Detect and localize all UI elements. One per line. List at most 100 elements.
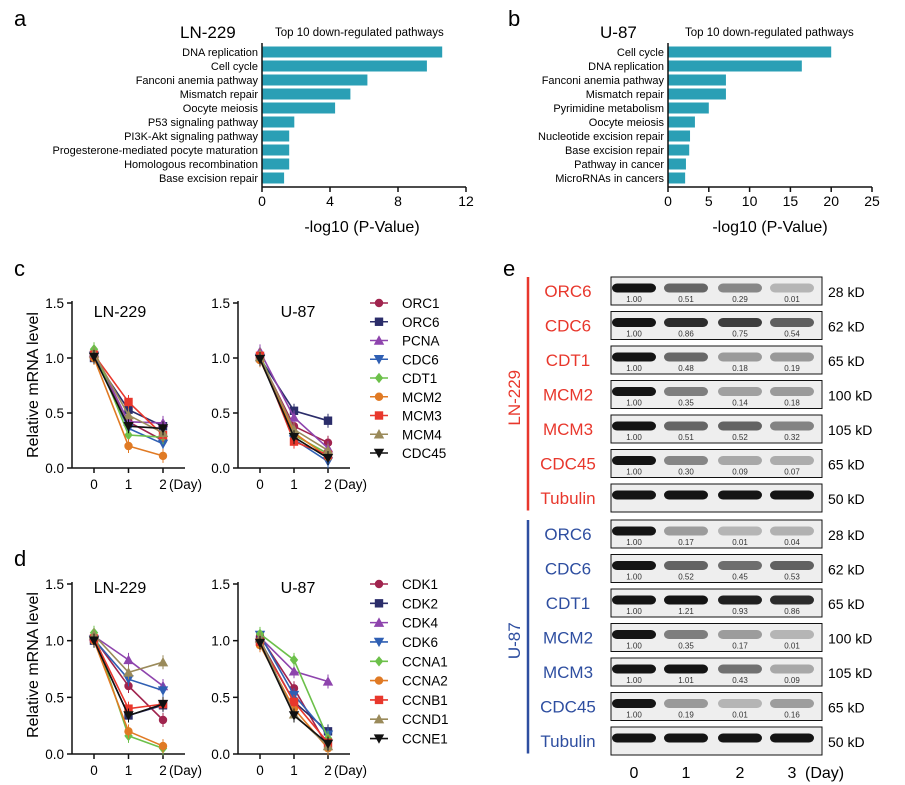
bar-b-nucleotide-excision-repair bbox=[668, 130, 691, 142]
data-point-c0-mcm4-1 bbox=[123, 410, 134, 420]
bar-a-homologous-recombination bbox=[262, 158, 290, 170]
chart-a-title: Top 10 down-regulated pathways bbox=[275, 27, 444, 39]
bar-a-progesterone-mediated-pocyte-maturation bbox=[262, 144, 290, 156]
size-label-u-87-orc6: 28 kD bbox=[828, 527, 865, 543]
bar-a-mismatch-repair bbox=[262, 88, 351, 100]
protein-label-u-87-cdc45: CDC45 bbox=[540, 698, 596, 717]
legend-label-d-cdk6: CDK6 bbox=[402, 635, 438, 650]
protein-label-ln-229-cdc6: CDC6 bbox=[545, 317, 591, 336]
data-point-c1-pcna-1 bbox=[288, 412, 300, 422]
quant-value-ln-229-mcm2-2: 0.14 bbox=[732, 399, 748, 408]
legend-label-d-ccnb1: CCNB1 bbox=[402, 693, 448, 708]
quant-value-ln-229-mcm2-1: 0.35 bbox=[678, 399, 694, 408]
bar-label-b-pyrimidine-metabolism: Pyrimidine metabolism bbox=[553, 103, 664, 115]
bar-b-dna-replication bbox=[668, 60, 802, 72]
band-u-87-mcm3-2 bbox=[718, 664, 762, 674]
band-u-87-mcm3-1 bbox=[664, 664, 708, 674]
bar-a-p53-signaling-pathway bbox=[262, 116, 295, 128]
band-u-87-mcm2-0 bbox=[612, 630, 656, 639]
data-point-c1-mcm4-2 bbox=[322, 445, 334, 455]
bar-b-base-excision-repair bbox=[668, 144, 690, 156]
quant-value-u-87-mcm3-3: 0.09 bbox=[784, 676, 800, 685]
band-ln-229-orc6-1 bbox=[664, 283, 708, 293]
legend-label-c-orc6: ORC6 bbox=[402, 315, 440, 330]
quant-value-ln-229-cdc45-1: 0.30 bbox=[678, 468, 694, 477]
data-point-d1-cdk4-2 bbox=[322, 676, 334, 686]
band-ln-229-orc6-3 bbox=[770, 283, 814, 293]
y-tick-label-c0-0.0: 0.0 bbox=[45, 461, 64, 476]
x-tick-label-d1-2: 2 bbox=[324, 763, 332, 778]
y-tick-label-d0-1.5: 1.5 bbox=[45, 577, 64, 592]
band-ln-229-cdt1-1 bbox=[664, 352, 708, 362]
band-ln-229-cdc45-3 bbox=[770, 456, 814, 465]
legend-label-c-pcna: PCNA bbox=[402, 334, 440, 349]
bar-b-pathway-in-cancer bbox=[668, 158, 686, 170]
legend-marker-c-cdc45 bbox=[373, 448, 385, 459]
legend-label-c-cdc45: CDC45 bbox=[402, 446, 446, 461]
y-tick-label-c1-0.0: 0.0 bbox=[211, 461, 230, 476]
chart-c-right-title: U-87 bbox=[281, 304, 316, 321]
quant-value-u-87-mcm2-1: 0.35 bbox=[678, 642, 694, 651]
band-ln-229-cdt1-2 bbox=[718, 352, 762, 362]
size-label-u-87-mcm3: 105 kD bbox=[828, 665, 872, 681]
y-tick-label-d1-0.5: 0.5 bbox=[211, 690, 230, 705]
data-point-d1-cdk4-1 bbox=[288, 666, 300, 676]
legend-marker-d-cdk1 bbox=[374, 579, 384, 589]
day-label-2: 2 bbox=[736, 765, 745, 782]
legend-marker-d-ccna2 bbox=[374, 676, 384, 685]
legend-marker-c-cdt1 bbox=[374, 372, 384, 384]
quant-value-u-87-cdt1-2: 0.93 bbox=[732, 607, 748, 616]
quant-value-ln-229-cdc6-0: 1.00 bbox=[626, 330, 642, 339]
quant-value-ln-229-cdc45-2: 0.09 bbox=[732, 468, 748, 477]
x-tick-label-b-10: 10 bbox=[742, 193, 758, 209]
group-label-u-87: U-87 bbox=[505, 622, 524, 659]
chart-c-left-title: LN-229 bbox=[94, 304, 147, 321]
data-point-d1-ccna1-1 bbox=[289, 654, 299, 666]
bar-label-a-dna-replication: DNA replication bbox=[182, 47, 258, 59]
data-point-c0-cdc6-2 bbox=[157, 439, 169, 449]
legend-marker-c-mcm3 bbox=[374, 411, 384, 420]
day-label-1: 1 bbox=[682, 765, 691, 782]
band-ln-229-cdc45-2 bbox=[718, 456, 762, 465]
quant-value-ln-229-orc6-1: 0.51 bbox=[678, 295, 694, 304]
quant-value-ln-229-mcm3-1: 0.51 bbox=[678, 433, 694, 442]
data-point-c0-cdt1-1 bbox=[124, 429, 133, 441]
band-u-87-cdt1-0 bbox=[612, 595, 656, 605]
legend-label-c-mcm2: MCM2 bbox=[402, 390, 442, 405]
band-u-87-cdt1-2 bbox=[718, 595, 762, 605]
quant-value-ln-229-cdc6-2: 0.75 bbox=[732, 330, 748, 339]
bar-b-fanconi-anemia-pathway bbox=[668, 74, 726, 86]
pathway-bar-chart-b: U-87 Top 10 down-regulated pathways Cell… bbox=[538, 23, 880, 236]
band-u-87-cdc45-2 bbox=[718, 699, 762, 708]
legend-label-c-cdt1: CDT1 bbox=[402, 371, 437, 386]
quant-value-ln-229-cdt1-2: 0.18 bbox=[732, 364, 748, 373]
band-u-87-cdt1-3 bbox=[770, 595, 814, 605]
bar-a-oocyte-meiosis bbox=[262, 102, 336, 114]
size-label-u-87-tubulin: 50 kD bbox=[828, 734, 865, 750]
bar-label-b-mismatch-repair: Mismatch repair bbox=[586, 89, 665, 101]
pathway-bar-chart-a: LN-229 Top 10 down-regulated pathways DN… bbox=[53, 23, 474, 236]
legend-label-c-mcm3: MCM3 bbox=[402, 409, 442, 424]
quant-value-ln-229-mcm3-3: 0.32 bbox=[784, 433, 800, 442]
bar-label-a-homologous-recombination: Homologous recombination bbox=[124, 159, 258, 171]
panel-letter-a: a bbox=[14, 6, 27, 31]
bar-label-a-pi3k-akt-signaling-pathway: PI3K-Akt signaling pathway bbox=[124, 131, 258, 143]
x-tick-label-a-4: 4 bbox=[326, 193, 334, 209]
protein-label-u-87-tubulin: Tubulin bbox=[540, 732, 595, 751]
quant-value-ln-229-cdc45-3: 0.07 bbox=[784, 468, 800, 477]
size-label-u-87-mcm2: 100 kD bbox=[828, 631, 872, 647]
quant-value-u-87-cdt1-3: 0.86 bbox=[784, 607, 800, 616]
x-tick-label-d0-1: 1 bbox=[125, 763, 133, 778]
x-unit-label-c1: (Day) bbox=[334, 477, 367, 492]
data-point-d1-ccne1-2 bbox=[322, 739, 334, 749]
band-ln-229-cdc45-1 bbox=[664, 456, 708, 465]
band-u-87-tubulin-0 bbox=[612, 733, 656, 743]
legend-label-d-cdk2: CDK2 bbox=[402, 596, 438, 611]
x-tick-label-b-15: 15 bbox=[783, 193, 799, 209]
bar-b-micrornas-in-cancers bbox=[668, 172, 686, 184]
legend-label-d-ccnd1: CCND1 bbox=[402, 712, 449, 727]
legend-marker-c-mcm2 bbox=[374, 392, 384, 401]
band-u-87-tubulin-1 bbox=[664, 733, 708, 743]
protein-label-ln-229-mcm2: MCM2 bbox=[543, 386, 593, 405]
data-point-d1-ccne1-1 bbox=[288, 711, 300, 721]
